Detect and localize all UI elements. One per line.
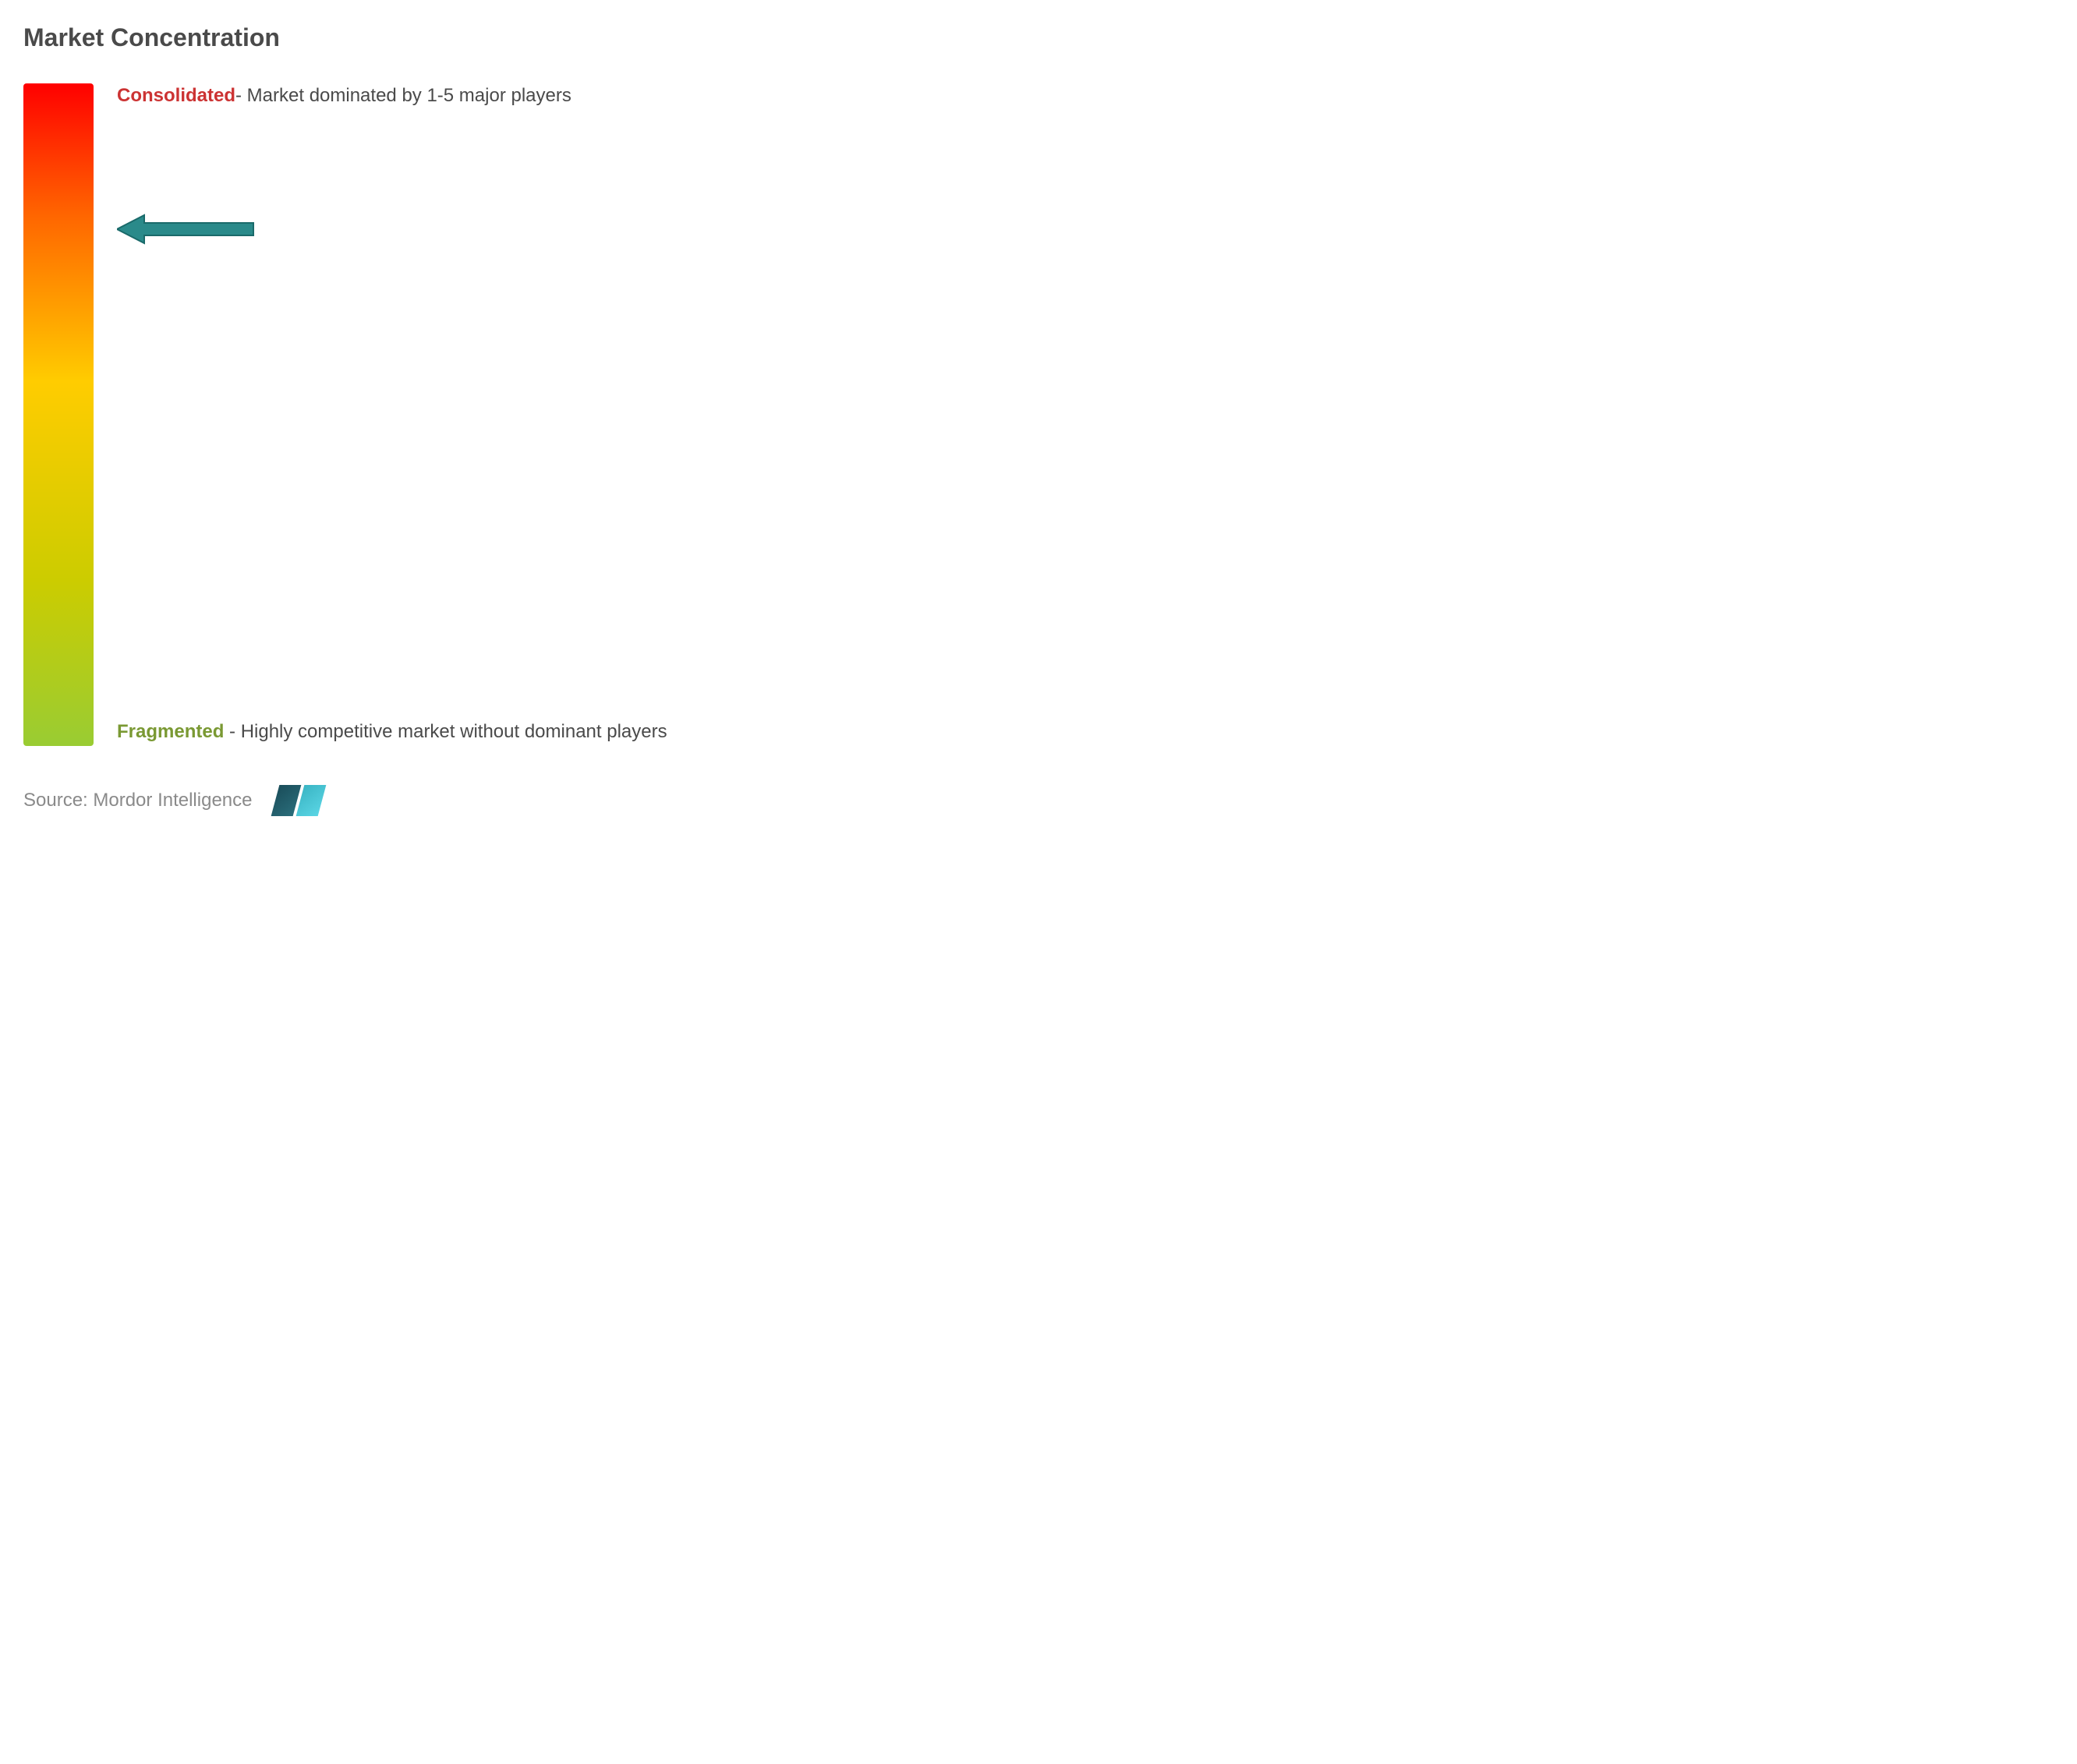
fragmented-description: - Highly competitive market without domi…: [224, 721, 667, 742]
content-area: Consolidated- Market dominated by 1-5 ma…: [23, 83, 990, 746]
concentration-gradient-bar: [23, 83, 94, 746]
market-concentration-diagram: Market Concentration Consolidated- Marke…: [23, 23, 990, 816]
consolidated-description: - Market dominated by 1-5 major players: [235, 85, 571, 106]
logo-bar-2: [296, 785, 327, 816]
source-attribution: Source: Mordor Intelligence: [23, 790, 252, 811]
position-indicator-arrow: [117, 214, 257, 245]
mordor-logo-icon: [275, 785, 322, 816]
fragmented-label: Fragmented - Highly competitive market w…: [117, 718, 667, 746]
footer: Source: Mordor Intelligence: [23, 785, 990, 816]
consolidated-highlight: Consolidated: [117, 85, 235, 106]
diagram-title: Market Concentration: [23, 23, 990, 52]
labels-column: Consolidated- Market dominated by 1-5 ma…: [117, 83, 990, 746]
consolidated-label: Consolidated- Market dominated by 1-5 ma…: [117, 83, 571, 108]
arrow-icon: [117, 214, 257, 245]
fragmented-highlight: Fragmented: [117, 721, 224, 742]
